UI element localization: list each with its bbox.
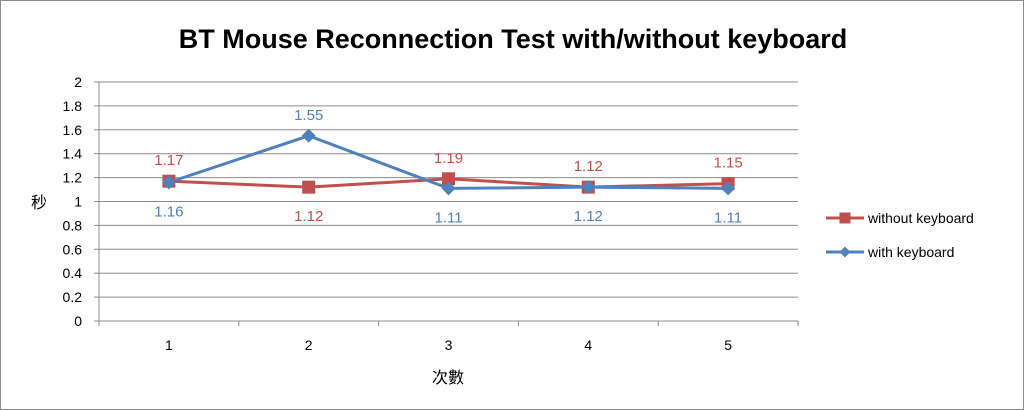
y-tick-labels: 0 0.2 0.4 0.6 0.8 1 1.2 1.4 1.6 1.8 2	[63, 74, 83, 329]
data-label: 1.17	[154, 152, 183, 169]
diamond-marker	[721, 181, 736, 196]
y-tick-label: 2	[74, 74, 82, 90]
x-tick-labels: 1 2 3 4 5	[165, 337, 732, 353]
data-label: 1.12	[574, 158, 603, 175]
y-tick-label: 1	[74, 194, 82, 210]
legend-diamond-marker	[839, 246, 851, 258]
y-tick-label: 1.8	[63, 98, 83, 114]
x-tick-label: 4	[584, 337, 592, 353]
diamond-marker	[301, 128, 316, 143]
x-tick-label: 2	[305, 337, 313, 353]
y-tick-label: 1.4	[63, 146, 83, 162]
legend-label: with keyboard	[867, 244, 954, 260]
y-tick-label: 1.6	[63, 122, 83, 138]
y-tick-label: 0.2	[63, 289, 83, 305]
x-tick-label: 3	[445, 337, 453, 353]
data-label: 1.19	[434, 150, 463, 167]
y-tick-label: 0.6	[63, 241, 83, 257]
data-label: 1.11	[714, 209, 742, 226]
data-label: 1.11	[434, 209, 462, 226]
x-tick-label: 5	[724, 337, 732, 353]
y-tick-label: 1.2	[63, 170, 83, 186]
y-tick-label: 0.4	[63, 265, 83, 281]
x-tick-label: 1	[165, 337, 173, 353]
data-label: 1.15	[713, 155, 742, 172]
diamond-marker	[581, 180, 596, 195]
axes	[94, 81, 799, 326]
data-label: 1.55	[294, 107, 323, 124]
y-tick-label: 0	[74, 313, 82, 329]
legend-square-marker	[839, 212, 851, 224]
series-layer: 1.17 1.16 1.12 1.55 1.19 1.11 1.12 1.12 1.15 1.11	[154, 107, 742, 227]
square-marker	[442, 172, 455, 186]
square-marker	[302, 180, 316, 194]
data-label: 1.16	[154, 203, 183, 220]
legend: without keyboard with keyboard	[826, 210, 974, 260]
y-tick-label: 0.8	[63, 217, 83, 233]
data-label: 1.12	[294, 208, 323, 225]
x-axis-label: 次數	[432, 368, 464, 387]
legend-label: without keyboard	[867, 210, 974, 226]
y-axis-label: 秒	[31, 193, 47, 212]
data-label: 1.12	[574, 208, 603, 225]
chart-title: BT Mouse Reconnection Test with/without …	[179, 24, 848, 54]
diamond-marker	[161, 175, 176, 190]
diamond-marker	[441, 181, 456, 196]
